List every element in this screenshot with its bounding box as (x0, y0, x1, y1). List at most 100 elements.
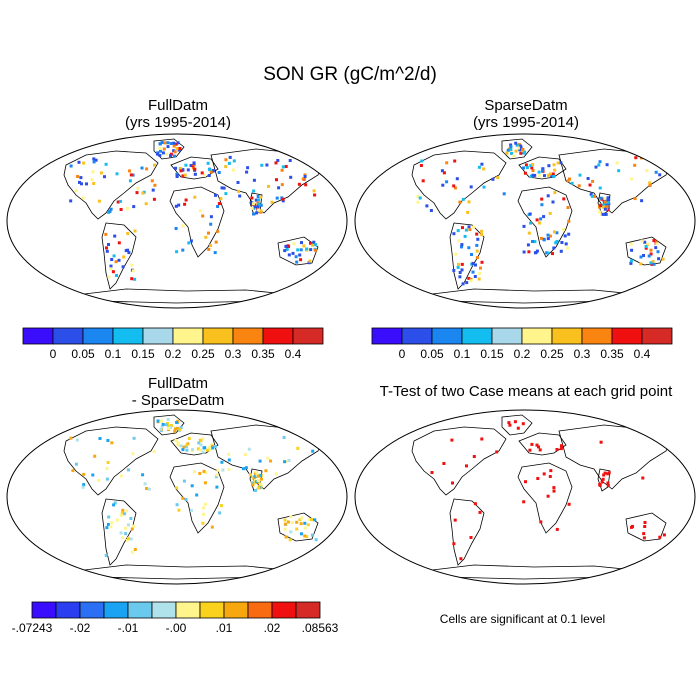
grid-cell (559, 249, 563, 253)
grid-cell (452, 268, 456, 272)
grid-cell (292, 242, 296, 246)
grid-cell (300, 532, 303, 536)
grid-cell (186, 168, 190, 172)
grid-cell (527, 231, 531, 235)
grid-cell (652, 262, 656, 266)
grid-cell (419, 164, 423, 167)
grid-cell (531, 169, 535, 172)
grid-cell (133, 548, 137, 551)
grid-cell (152, 449, 156, 453)
grid-cell (283, 522, 287, 526)
grid-cell (277, 186, 281, 190)
grid-cell (577, 184, 581, 188)
significance-note: Cells are significant at 0.1 level (439, 612, 606, 626)
grid-cell (593, 194, 596, 198)
grid-cell (302, 244, 306, 248)
grid-cell (280, 183, 284, 187)
grid-cell (178, 147, 182, 150)
grid-cell (169, 425, 173, 429)
grid-cell (106, 523, 110, 526)
grid-cell (566, 179, 570, 183)
continent-north-america (411, 426, 507, 496)
grid-cell (174, 227, 178, 230)
grid-cell (313, 248, 317, 252)
colorbar-box (262, 327, 294, 345)
grid-cell (259, 209, 263, 213)
grid-cell (113, 234, 117, 238)
grid-cell (252, 202, 255, 206)
grid-cell (162, 147, 166, 151)
panel-1-title-line2: (yrs 1995-2014) (125, 114, 231, 131)
grid-cell (606, 196, 610, 200)
grid-cell (255, 471, 259, 475)
grid-cell (302, 156, 306, 160)
grid-cell (509, 145, 513, 148)
grid-cell (540, 203, 544, 207)
grid-cell (601, 477, 605, 481)
grid-cell (654, 246, 658, 250)
panel-4-title: T-Test of two Case means at each grid po… (356, 383, 696, 400)
grid-cell (606, 481, 610, 485)
grid-cell (175, 174, 179, 178)
grid-cell (169, 152, 173, 156)
grid-cell (524, 163, 528, 167)
panel-2-title: SparseDatm (yrs 1995-2014) (376, 97, 676, 131)
grid-cell (208, 168, 211, 172)
grid-cell (539, 217, 543, 221)
grid-cell (555, 448, 559, 451)
grid-cell (648, 181, 652, 185)
continent-asia (558, 424, 673, 490)
grid-cell (642, 532, 646, 536)
grid-cell (110, 441, 114, 445)
grid-cell (646, 242, 650, 246)
grid-cell (602, 203, 606, 207)
grid-cell (210, 525, 214, 529)
grid-cell (118, 199, 122, 203)
grid-cell (528, 448, 532, 452)
grid-cell (175, 147, 179, 150)
grid-cell (536, 477, 540, 480)
grid-cell (607, 198, 611, 202)
grid-cell (185, 448, 189, 452)
grid-cell (649, 261, 653, 265)
grid-cell (207, 174, 211, 177)
grid-cell (605, 199, 609, 203)
grid-cell (203, 481, 207, 485)
grid-cell (264, 469, 268, 473)
grid-cell (639, 262, 643, 266)
grid-cell (549, 469, 553, 473)
grid-cell (460, 245, 463, 249)
grid-cell (159, 149, 162, 153)
continent-africa (169, 186, 225, 258)
grid-cell (603, 200, 607, 204)
grid-cell (153, 183, 157, 187)
grid-cell (510, 152, 514, 155)
grid-cell (204, 235, 208, 239)
grid-cell (201, 521, 205, 525)
grid-cell (564, 242, 568, 246)
figure-title: SON GR (gC/m^2/d) (263, 64, 437, 85)
grid-cell (141, 191, 145, 195)
grid-cell (508, 423, 512, 427)
grid-cell (220, 460, 224, 464)
grid-cell (522, 166, 525, 170)
grid-cell (298, 253, 302, 257)
grid-cell (521, 422, 525, 426)
grid-cell (460, 243, 464, 247)
grid-cell (212, 169, 216, 172)
grid-cell (274, 161, 278, 165)
grid-cell (522, 500, 526, 504)
grid-cell (541, 169, 544, 173)
colorbar-box (521, 327, 553, 345)
grid-cell (232, 159, 236, 163)
grid-cell (467, 276, 471, 280)
grid-cell (522, 151, 526, 155)
grid-cell (469, 185, 473, 189)
grid-cell (642, 536, 646, 540)
grid-cell (281, 197, 285, 201)
grid-cell (78, 180, 81, 184)
grid-cell (468, 228, 472, 232)
grid-cell (537, 445, 540, 449)
grid-cell (181, 496, 185, 500)
grid-cell (107, 243, 110, 246)
